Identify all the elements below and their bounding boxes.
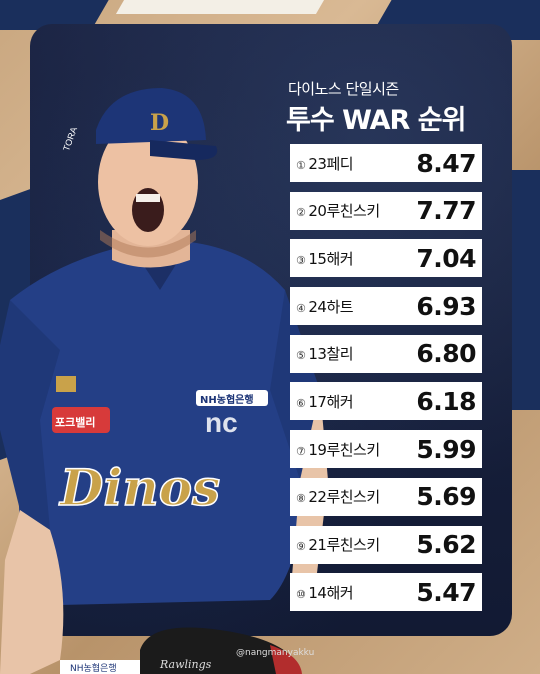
rank-number: ② — [296, 206, 306, 220]
ranking-row: ① 23페디 8.47 — [290, 144, 482, 182]
war-value: 8.47 — [416, 148, 476, 178]
ranking-row: ⑦ 19루친스키 5.99 — [290, 430, 482, 469]
beard — [100, 230, 196, 258]
teeth — [136, 194, 160, 202]
patch-text: 포크밸리 — [55, 415, 95, 429]
player-name: 17해커 — [308, 392, 354, 411]
ranking-row: ④ 24하트 6.93 — [290, 287, 482, 326]
photo-credit: @nangmanyakku — [236, 648, 315, 658]
war-value: 7.77 — [416, 196, 476, 226]
war-value: 5.47 — [416, 577, 476, 607]
player-name: 15해커 — [308, 249, 354, 268]
ranking-row: ③ 15해커 7.04 — [290, 239, 482, 278]
player-name-cell: ⑨ 21루친스키 — [296, 534, 380, 555]
ranking-row: ⑤ 13찰리 6.80 — [290, 334, 482, 373]
cap — [96, 88, 206, 144]
ranking-row: ⑧ 22루친스키 5.69 — [290, 477, 482, 516]
subtitle: 다이노스 단일시즌 — [288, 80, 399, 98]
jersey-wordmark: Dinos — [58, 458, 220, 517]
player-name: 24하트 — [308, 297, 354, 316]
rank-number: ⑦ — [296, 444, 306, 458]
ranking-row: ⑥ 17해커 6.18 — [290, 382, 482, 421]
left-arm — [0, 510, 64, 674]
war-value: 6.80 — [416, 339, 476, 369]
player-name-cell: ⑤ 13찰리 — [296, 343, 354, 364]
player-name: 13찰리 — [308, 345, 354, 364]
bg-stripe — [115, 0, 325, 14]
left-sleeve — [0, 300, 60, 530]
rank-number: ⑧ — [296, 492, 306, 506]
rank-number: ③ — [296, 253, 306, 267]
rank-number: ⑨ — [296, 540, 306, 553]
rank-number: ⑤ — [296, 349, 306, 363]
war-value: 6.18 — [416, 386, 476, 416]
glove-strap — [270, 645, 302, 674]
rank-number: ④ — [296, 301, 306, 315]
player-name-cell: ⑥ 17해커 — [296, 391, 354, 412]
player-name-cell: ③ 15해커 — [296, 248, 354, 269]
player-name-cell: ⑦ 19루친스키 — [296, 439, 380, 460]
player-name: 21루친스키 — [308, 536, 380, 554]
page-title: 투수 WAR 순위 — [286, 105, 466, 136]
player-name-cell: ① 23페디 — [296, 153, 354, 174]
war-value: 5.69 — [416, 482, 476, 512]
ranking-list: ① 23페디 8.47 ② 20루친스키 7.77 ③ 15해커 7.04 ④ 24하트… — [290, 144, 482, 621]
rank-number: ⑩ — [296, 587, 306, 601]
player-name-cell: ⑩ 14해커 — [296, 582, 354, 603]
player-name-cell: ⑧ 22루친스키 — [296, 486, 380, 507]
jersey — [10, 242, 310, 605]
chest-emblem — [56, 376, 76, 392]
ranking-row: ⑨ 21루친스키 5.62 — [290, 525, 482, 564]
sponsor-text: NH농협은행 — [200, 393, 254, 406]
sponsor-badge — [196, 390, 268, 406]
ranking-row: ② 20루친스키 7.77 — [290, 191, 482, 230]
cap-side-text: TORA — [61, 126, 79, 153]
ranking-row: ⑩ 14해커 5.47 — [290, 573, 482, 612]
glove-brand: Rawlings — [159, 658, 212, 671]
player-name: 20루친스키 — [308, 202, 380, 221]
patch — [52, 407, 110, 433]
glove — [140, 627, 300, 674]
player-name-cell: ② 20루친스키 — [296, 200, 380, 221]
player-name-cell: ④ 24하트 — [296, 296, 354, 317]
rank-number: ① — [296, 158, 306, 172]
sleeve-logo: nc — [205, 407, 238, 438]
war-value: 6.93 — [416, 291, 476, 321]
war-value: 7.04 — [416, 243, 476, 273]
cap-logo: D — [150, 110, 169, 136]
rank-number: ⑥ — [296, 396, 306, 410]
war-value: 5.62 — [416, 530, 476, 559]
war-value: 5.99 — [416, 434, 476, 464]
player-name: 22루친스키 — [308, 488, 380, 507]
player-name: 19루친스키 — [308, 440, 380, 459]
pants-sponsor: NH농협은행 — [70, 662, 117, 674]
player-photo: D TORA Dinos nc NH농협은행 포크밸리 NH농협은행 Rawli… — [0, 88, 328, 674]
player-name: 23페디 — [308, 154, 354, 173]
cap-brim — [150, 140, 218, 160]
player-name: 14해커 — [308, 583, 354, 602]
